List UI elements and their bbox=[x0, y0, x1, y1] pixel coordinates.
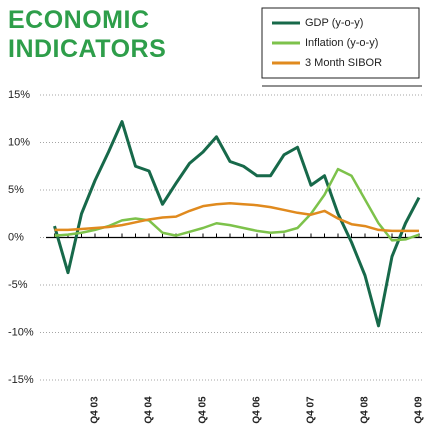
series-line bbox=[54, 202, 419, 233]
x-tick-label: Q4 07 bbox=[306, 396, 317, 424]
y-tick-label: 15% bbox=[8, 89, 30, 101]
x-tick-label: Q4 04 bbox=[144, 396, 155, 424]
y-tick-label: 5% bbox=[8, 184, 24, 196]
y-tick-label: -5% bbox=[8, 279, 28, 291]
x-tick-label: Q4 03 bbox=[90, 396, 101, 424]
y-tick-label: -15% bbox=[8, 374, 34, 386]
legend-label: Inflation (y-o-y) bbox=[305, 37, 378, 49]
y-tick-label: 0% bbox=[8, 231, 24, 243]
series-line bbox=[53, 120, 421, 328]
x-tick-label: Q4 08 bbox=[360, 396, 371, 424]
x-tick-label: Q4 05 bbox=[198, 396, 209, 424]
legend-label: GDP (y-o-y) bbox=[305, 17, 363, 29]
chart-title: ECONOMIC INDICATORS bbox=[8, 6, 167, 63]
series-line bbox=[54, 167, 420, 242]
x-tick-label: Q4 06 bbox=[252, 396, 263, 424]
x-tick-label: Q4 09 bbox=[414, 396, 425, 424]
y-tick-label: -10% bbox=[8, 326, 34, 338]
legend-label: 3 Month SIBOR bbox=[305, 57, 382, 69]
y-tick-label: 10% bbox=[8, 136, 30, 148]
